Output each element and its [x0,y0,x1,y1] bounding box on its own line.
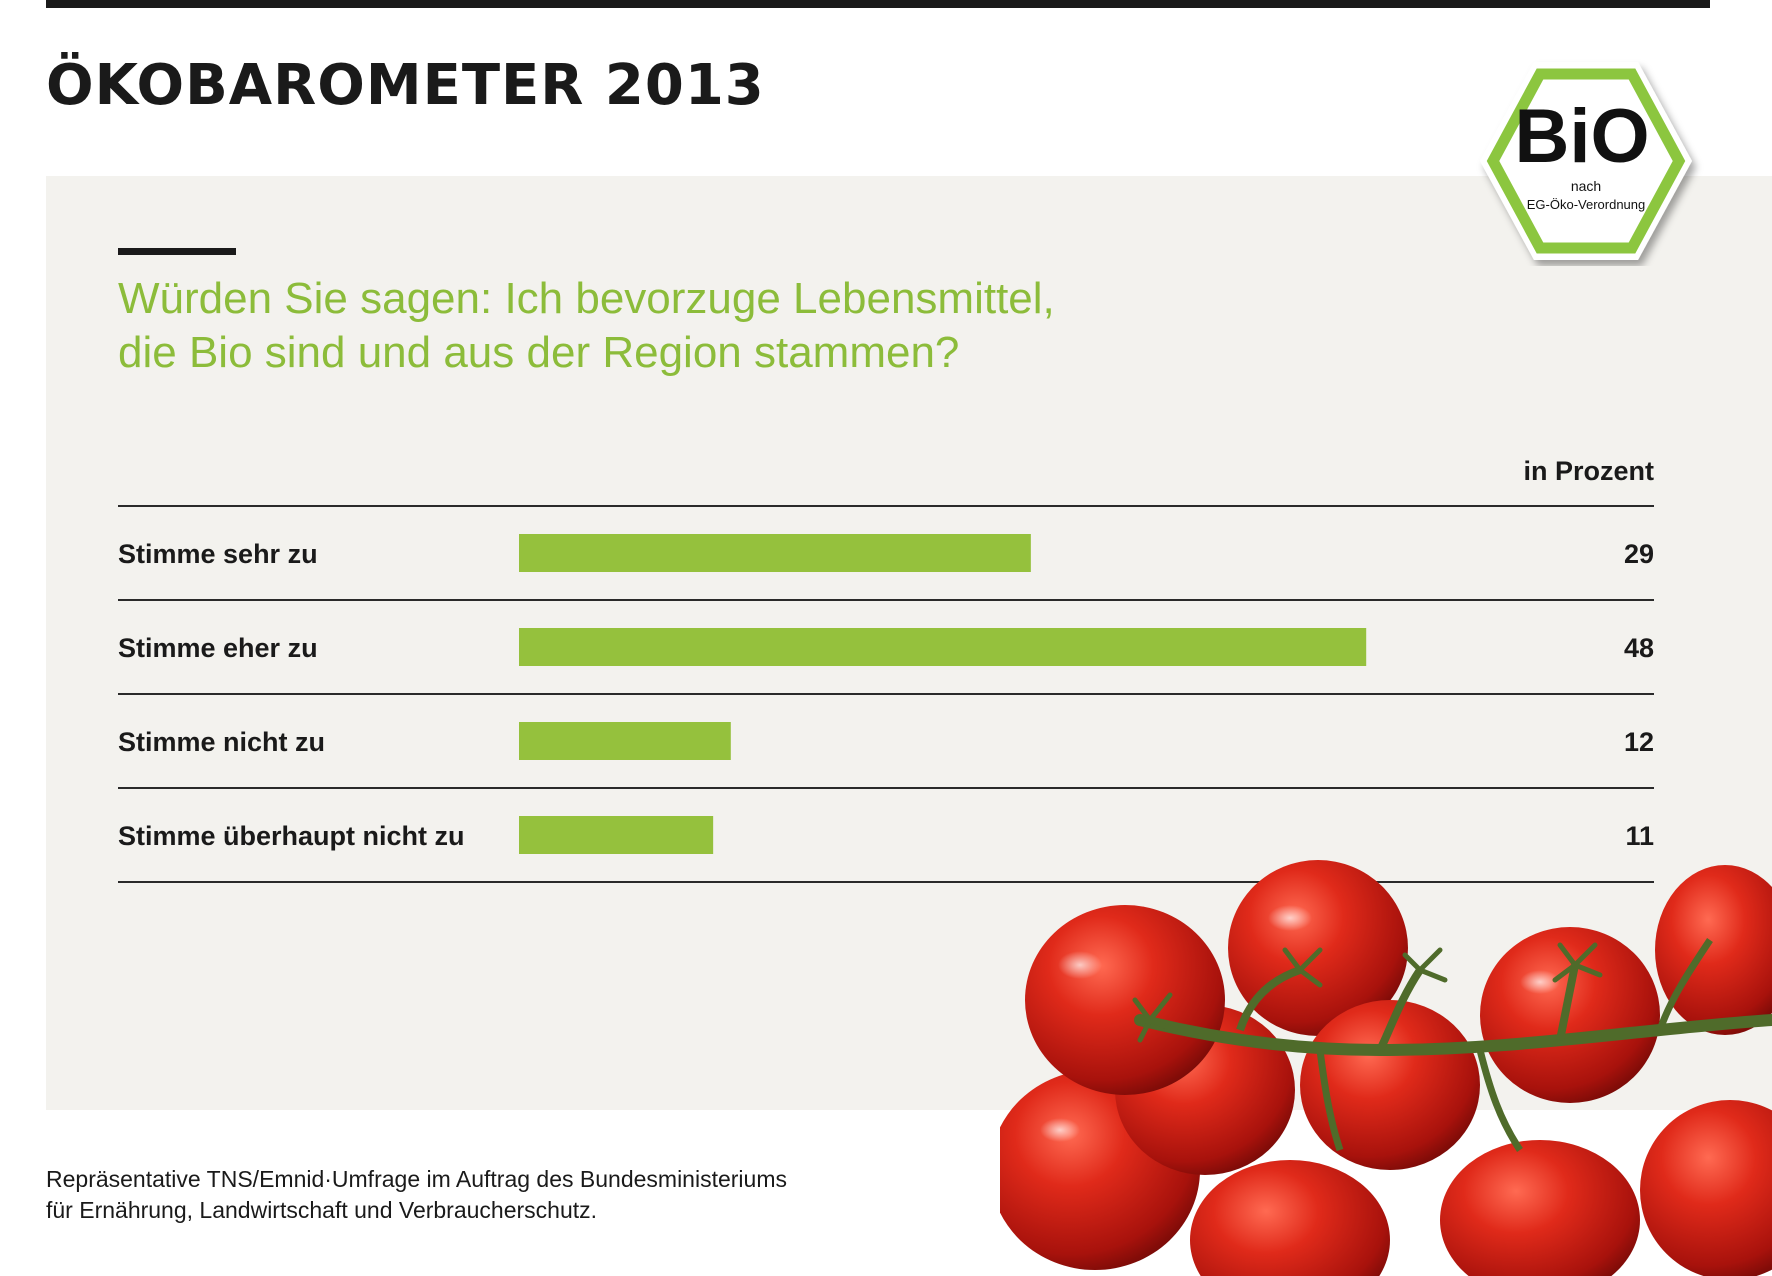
category-label: Stimme sehr zu [118,539,318,569]
bar [519,816,714,854]
question-line-2: die Bio sind und aus der Region stammen? [118,328,960,377]
accent-rule [118,248,236,255]
seal-line2: EG-Öko-Verordnung [1527,197,1646,212]
category-label: Stimme eher zu [118,633,318,663]
tomato-vine-image [1000,860,1772,1276]
seal-word: BiO [1514,94,1649,179]
unit-label: in Prozent [1523,456,1654,486]
value-label: 11 [1625,821,1654,851]
seal-line1: nach [1571,178,1601,194]
bar [519,534,1031,572]
value-label: 12 [1624,727,1654,757]
bio-seal-logo: BiO nach EG-Öko-Verordnung [1480,62,1692,260]
category-label: Stimme nicht zu [118,727,325,757]
top-rule [46,0,1710,8]
footnote: Repräsentative TNS/Emnid·Umfrage im Auft… [46,1164,787,1226]
bar [519,722,731,760]
bar [519,628,1367,666]
category-label: Stimme überhaupt nicht zu [118,821,465,851]
question: Würden Sie sagen: Ich bevorzuge Lebensmi… [118,272,1118,380]
footnote-line-1: Repräsentative TNS/Emnid·Umfrage im Auft… [46,1166,787,1192]
value-label: 48 [1624,633,1654,663]
value-label: 29 [1624,539,1654,569]
page-title: ÖKOBAROMETER 2013 [46,53,765,118]
footnote-line-2: für Ernährung, Landwirtschaft und Verbra… [46,1197,598,1223]
question-line-1: Würden Sie sagen: Ich bevorzuge Lebensmi… [118,274,1055,323]
